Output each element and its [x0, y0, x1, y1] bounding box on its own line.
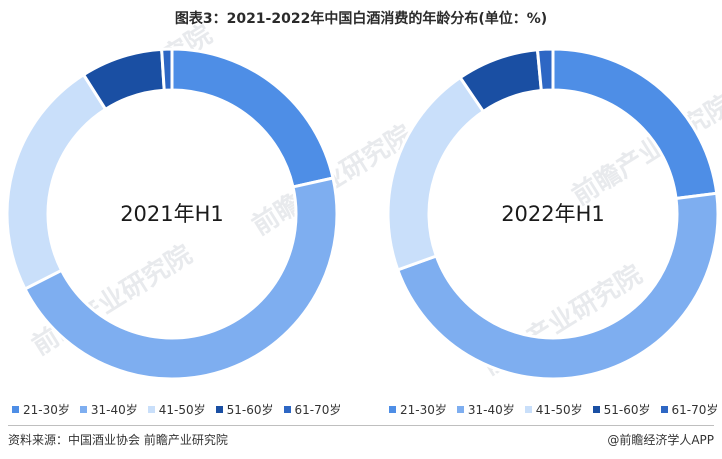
legend-swatch — [12, 406, 19, 413]
legend-2021: 21-30岁 31-40岁 41-50岁 51-60岁 61-70岁 — [12, 401, 341, 418]
chart-title: 图表3：2021-2022年中国白酒消费的年龄分布(单位：%) — [174, 11, 548, 27]
legend-label: 31-40岁 — [90, 403, 138, 417]
legend-item: 61-70岁 — [283, 401, 342, 418]
donut-2-slice-41-50岁 — [386, 75, 486, 272]
donut-1-slice-31-40岁 — [22, 176, 339, 381]
legend-swatch — [660, 406, 668, 413]
legend-swatch — [592, 406, 600, 413]
legend-item: 31-40岁 — [79, 401, 138, 418]
donut-1-slice-21-30岁 — [170, 47, 335, 189]
legend-swatch — [456, 406, 464, 413]
legend-swatch — [283, 406, 291, 413]
legend-label: 41-50岁 — [158, 403, 206, 417]
footer-divider — [8, 425, 714, 426]
donut-center-label-2021: 2021年H1 — [120, 202, 224, 226]
legend-label: 61-70岁 — [294, 403, 342, 417]
legend-label: 31-40岁 — [467, 403, 515, 417]
legend-swatch — [79, 406, 87, 413]
source-note: 资料来源：中国酒业协会 前瞻产业研究院 — [8, 433, 228, 447]
brand-note: @前瞻经济学人APP — [607, 433, 714, 447]
donut-1-slice-61-70岁 — [160, 47, 174, 92]
legend-label: 21-30岁 — [23, 403, 70, 417]
legend-swatch — [524, 406, 532, 413]
donut-2-slice-61-70岁 — [535, 47, 555, 93]
legend-item: 61-70岁 — [660, 401, 719, 418]
donut-1-slice-41-50岁 — [5, 72, 108, 291]
legend-item: 51-60岁 — [215, 401, 274, 418]
legend-label: 51-60岁 — [226, 403, 274, 417]
legend-label: 21-30岁 — [400, 403, 447, 417]
legend-item: 21-30岁 — [389, 401, 447, 418]
legend-item: 41-50岁 — [147, 401, 206, 418]
donut-center-label-2022: 2022年H1 — [501, 202, 605, 226]
legend-label: 61-70岁 — [671, 403, 719, 417]
legend-label: 51-60岁 — [603, 403, 651, 417]
legend-2022: 21-30岁 31-40岁 41-50岁 51-60岁 61-70岁 — [389, 401, 718, 418]
donut-2-slice-21-30岁 — [551, 47, 719, 201]
legend-label: 41-50岁 — [535, 403, 583, 417]
legend-item: 41-50岁 — [524, 401, 583, 418]
legend-swatch — [215, 406, 223, 413]
donut-2-slice-31-40岁 — [395, 191, 720, 381]
legend-item: 31-40岁 — [456, 401, 515, 418]
legend-item: 51-60岁 — [592, 401, 651, 418]
legend-item: 21-30岁 — [12, 401, 70, 418]
legend-swatch — [147, 406, 155, 413]
legend-swatch — [389, 406, 396, 413]
